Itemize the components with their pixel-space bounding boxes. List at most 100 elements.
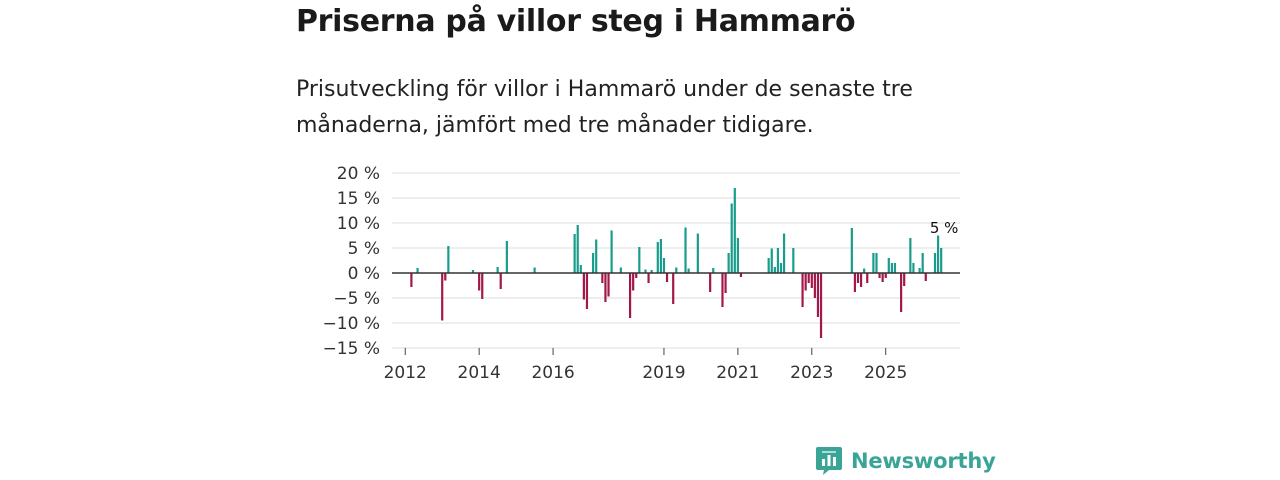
bar: [727, 253, 730, 273]
x-tick-label: 2023: [790, 363, 833, 383]
bar: [604, 273, 607, 302]
bar: [582, 273, 585, 300]
y-tick-label: 20 %: [337, 164, 380, 184]
bar: [878, 273, 881, 278]
bar: [619, 267, 622, 273]
newsworthy-brand: Newsworthy: [815, 446, 996, 476]
x-tick-label: 2012: [384, 363, 427, 383]
bar: [881, 273, 884, 282]
bar: [444, 273, 447, 281]
bar: [635, 273, 638, 278]
bar: [505, 241, 508, 273]
bar: [893, 263, 897, 273]
bar: [773, 267, 776, 273]
bar: [733, 188, 736, 273]
bar: [875, 253, 878, 273]
bar: [866, 273, 869, 283]
x-tick-label: 2014: [458, 363, 501, 383]
bar: [595, 239, 598, 273]
bar: [410, 273, 413, 287]
bar: [804, 273, 807, 291]
bar: [638, 247, 641, 273]
y-tick-label: −10 %: [323, 314, 380, 334]
bar: [709, 273, 712, 292]
bar: [903, 273, 906, 286]
bar: [573, 234, 576, 273]
grid-lines: [392, 172, 960, 349]
x-tick-label: 2025: [864, 363, 907, 383]
bar: [853, 273, 857, 292]
bar: [730, 203, 733, 273]
bar: [739, 273, 743, 277]
bar: [496, 267, 499, 273]
bar: [918, 268, 921, 273]
bar: [607, 273, 610, 297]
bar: [900, 273, 903, 312]
bar: [592, 253, 595, 273]
bar: [610, 230, 613, 273]
bar: [810, 273, 813, 288]
bar: [478, 273, 481, 291]
bar: [909, 238, 912, 273]
bar: [659, 239, 662, 273]
chart-subtitle: Prisutveckling för villor i Hammarö unde…: [296, 77, 913, 138]
bar: [628, 273, 632, 318]
x-tick-label: 2021: [716, 363, 759, 383]
bar: [801, 273, 804, 307]
bar: [813, 273, 816, 298]
x-axis: 2012 2014 2016 2019 2021 2023 2025: [384, 348, 907, 383]
bar: [779, 263, 783, 273]
bar: [576, 225, 579, 273]
bar-series: [410, 188, 943, 338]
bar: [767, 258, 770, 273]
bar: [672, 273, 675, 304]
bar: [863, 268, 866, 273]
last-value-annotation: 5 %: [930, 219, 959, 237]
y-tick-label: 5 %: [348, 239, 380, 259]
bar: [441, 273, 444, 321]
bar: [807, 273, 810, 283]
bar: [782, 233, 786, 273]
bar: [819, 273, 823, 338]
bar: [859, 273, 863, 287]
bar: [644, 269, 647, 273]
bar: [656, 242, 659, 273]
page-title: Priserna på villor steg i Hammarö: [296, 4, 856, 39]
bar: [499, 273, 502, 289]
bar: [940, 248, 943, 273]
brand-name: Newsworthy: [851, 449, 996, 473]
newsworthy-logo-icon: [816, 447, 842, 475]
bar-chart: 20 %15 %10 %5 %0 %−5 %−10 %−15 % 2012 201…: [323, 164, 960, 383]
bar: [481, 273, 484, 299]
bar: [936, 235, 940, 273]
bar: [647, 273, 650, 283]
bar: [585, 273, 589, 309]
x-tick-label: 2019: [642, 363, 685, 383]
x-tick-label: 2016: [531, 363, 574, 383]
bar: [924, 273, 927, 281]
bar: [721, 273, 724, 307]
bar: [579, 265, 582, 273]
bar: [447, 246, 450, 273]
bar: [416, 268, 419, 273]
bar: [736, 238, 739, 273]
bar: [601, 273, 604, 283]
bar: [632, 273, 635, 291]
bar: [887, 258, 890, 273]
y-tick-label: 0 %: [348, 264, 380, 284]
bar: [890, 263, 893, 273]
bar: [687, 268, 690, 273]
bar: [816, 273, 820, 317]
bar: [770, 248, 773, 273]
bar: [912, 263, 915, 273]
y-tick-label: −15 %: [323, 339, 380, 359]
bar: [684, 227, 687, 273]
bar: [884, 273, 887, 278]
bar: [792, 248, 795, 273]
bar: [665, 273, 669, 282]
bar: [872, 253, 875, 273]
bar: [662, 258, 666, 273]
bar: [533, 267, 536, 273]
bar: [776, 248, 780, 273]
bar: [696, 233, 699, 273]
